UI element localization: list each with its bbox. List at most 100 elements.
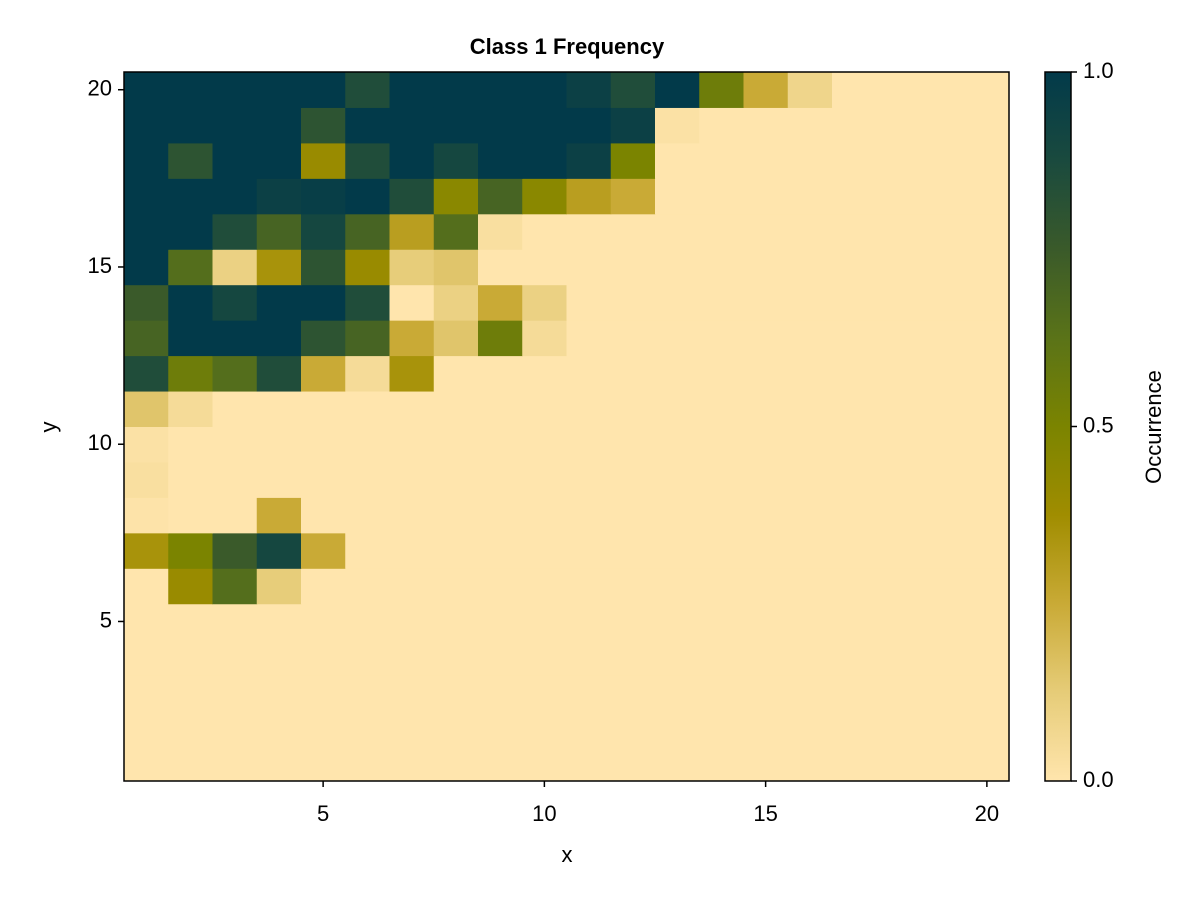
heatmap-cell xyxy=(610,497,656,534)
heatmap-cell xyxy=(655,72,700,108)
heatmap-cell xyxy=(876,639,921,676)
heatmap-cell xyxy=(212,426,258,463)
heatmap-cell xyxy=(389,532,435,569)
heatmap-cell xyxy=(743,568,789,605)
heatmap-cell xyxy=(743,213,789,250)
heatmap-cell xyxy=(168,639,213,676)
heatmap-cell xyxy=(610,710,656,747)
heatmap-cell xyxy=(876,284,921,321)
heatmap-cell xyxy=(876,745,921,782)
heatmap-cell xyxy=(389,603,435,640)
heatmap-cell xyxy=(433,639,479,676)
heatmap-cell xyxy=(212,532,258,569)
heatmap-cell xyxy=(832,107,877,144)
heatmap-cell xyxy=(478,107,523,144)
heatmap-cell xyxy=(256,639,302,676)
heatmap-cell xyxy=(433,178,479,215)
heatmap-cell xyxy=(522,72,567,108)
heatmap-cell xyxy=(124,355,169,392)
heatmap-cell xyxy=(124,391,169,427)
heatmap-cell xyxy=(256,107,302,144)
heatmap-cell xyxy=(566,603,612,640)
heatmap-cell xyxy=(301,461,346,498)
heatmap-cell xyxy=(876,461,921,498)
heatmap-cell xyxy=(699,745,744,782)
y-tick-label: 20 xyxy=(88,76,112,101)
heatmap-cell xyxy=(920,249,966,286)
heatmap-cell xyxy=(566,674,612,711)
heatmap-cell xyxy=(345,284,390,321)
heatmap-cell xyxy=(301,532,346,569)
heatmap-cell xyxy=(699,497,744,534)
heatmap-cell xyxy=(964,639,1010,676)
x-tick-label: 20 xyxy=(975,801,999,826)
heatmap-cell xyxy=(389,178,435,215)
heatmap-cell xyxy=(787,72,833,108)
heatmap-cell xyxy=(212,178,258,215)
heatmap-cell xyxy=(832,249,877,286)
heatmap-cell xyxy=(389,497,435,534)
heatmap-cell xyxy=(212,284,258,321)
heatmap-cell xyxy=(832,391,877,427)
heatmap-cell xyxy=(832,320,877,357)
heatmap-cell xyxy=(212,497,258,534)
heatmap-cell xyxy=(168,107,213,144)
heatmap-cell xyxy=(743,178,789,215)
heatmap-cell xyxy=(920,426,966,463)
heatmap-cell xyxy=(522,213,567,250)
heatmap-cell xyxy=(920,178,966,215)
heatmap-cell xyxy=(832,461,877,498)
heatmap-cell xyxy=(433,249,479,286)
heatmap-cell xyxy=(655,710,700,747)
heatmap-cell xyxy=(743,532,789,569)
heatmap-cell xyxy=(478,426,523,463)
heatmap-cell xyxy=(699,568,744,605)
heatmap-cell xyxy=(522,107,567,144)
heatmap-cell xyxy=(655,745,700,782)
heatmap-cell xyxy=(566,745,612,782)
heatmap-cell xyxy=(345,178,390,215)
heatmap-cell xyxy=(168,249,213,286)
heatmap-cell xyxy=(522,142,567,179)
heatmap-cell xyxy=(522,355,567,392)
heatmap-cell xyxy=(876,603,921,640)
heatmap-cell xyxy=(168,497,213,534)
heatmap-cell xyxy=(832,72,877,108)
heatmap-cell xyxy=(699,72,744,108)
heatmap-cell xyxy=(964,72,1010,108)
heatmap-cell xyxy=(566,710,612,747)
heatmap-cell xyxy=(832,568,877,605)
heatmap-cell xyxy=(256,532,302,569)
heatmap-cell xyxy=(743,72,789,108)
heatmap-cell xyxy=(876,568,921,605)
heatmap-cell xyxy=(168,355,213,392)
heatmap-cell xyxy=(743,745,789,782)
heatmap-cell xyxy=(301,674,346,711)
heatmap-cell xyxy=(655,355,700,392)
heatmap-cell xyxy=(345,639,390,676)
heatmap-cell xyxy=(876,249,921,286)
heatmap-cell xyxy=(433,72,479,108)
heatmap-cell xyxy=(876,391,921,427)
heatmap-cell xyxy=(301,355,346,392)
heatmap-cell xyxy=(256,674,302,711)
heatmap-cell xyxy=(124,249,169,286)
heatmap-cell xyxy=(345,320,390,357)
heatmap-cell xyxy=(301,320,346,357)
heatmap-cell xyxy=(522,568,567,605)
heatmap-cell xyxy=(920,320,966,357)
heatmap-cell xyxy=(301,710,346,747)
heatmap-cell xyxy=(124,107,169,144)
heatmap-cell xyxy=(920,284,966,321)
heatmap-cell xyxy=(876,178,921,215)
heatmap-cell xyxy=(610,745,656,782)
heatmap-cell xyxy=(301,249,346,286)
heatmap-cell xyxy=(964,461,1010,498)
heatmap-cell xyxy=(876,710,921,747)
heatmap-cell xyxy=(964,568,1010,605)
heatmap-cell xyxy=(610,355,656,392)
heatmap-cell xyxy=(787,213,833,250)
heatmap-cell xyxy=(256,568,302,605)
heatmap-cell xyxy=(212,603,258,640)
